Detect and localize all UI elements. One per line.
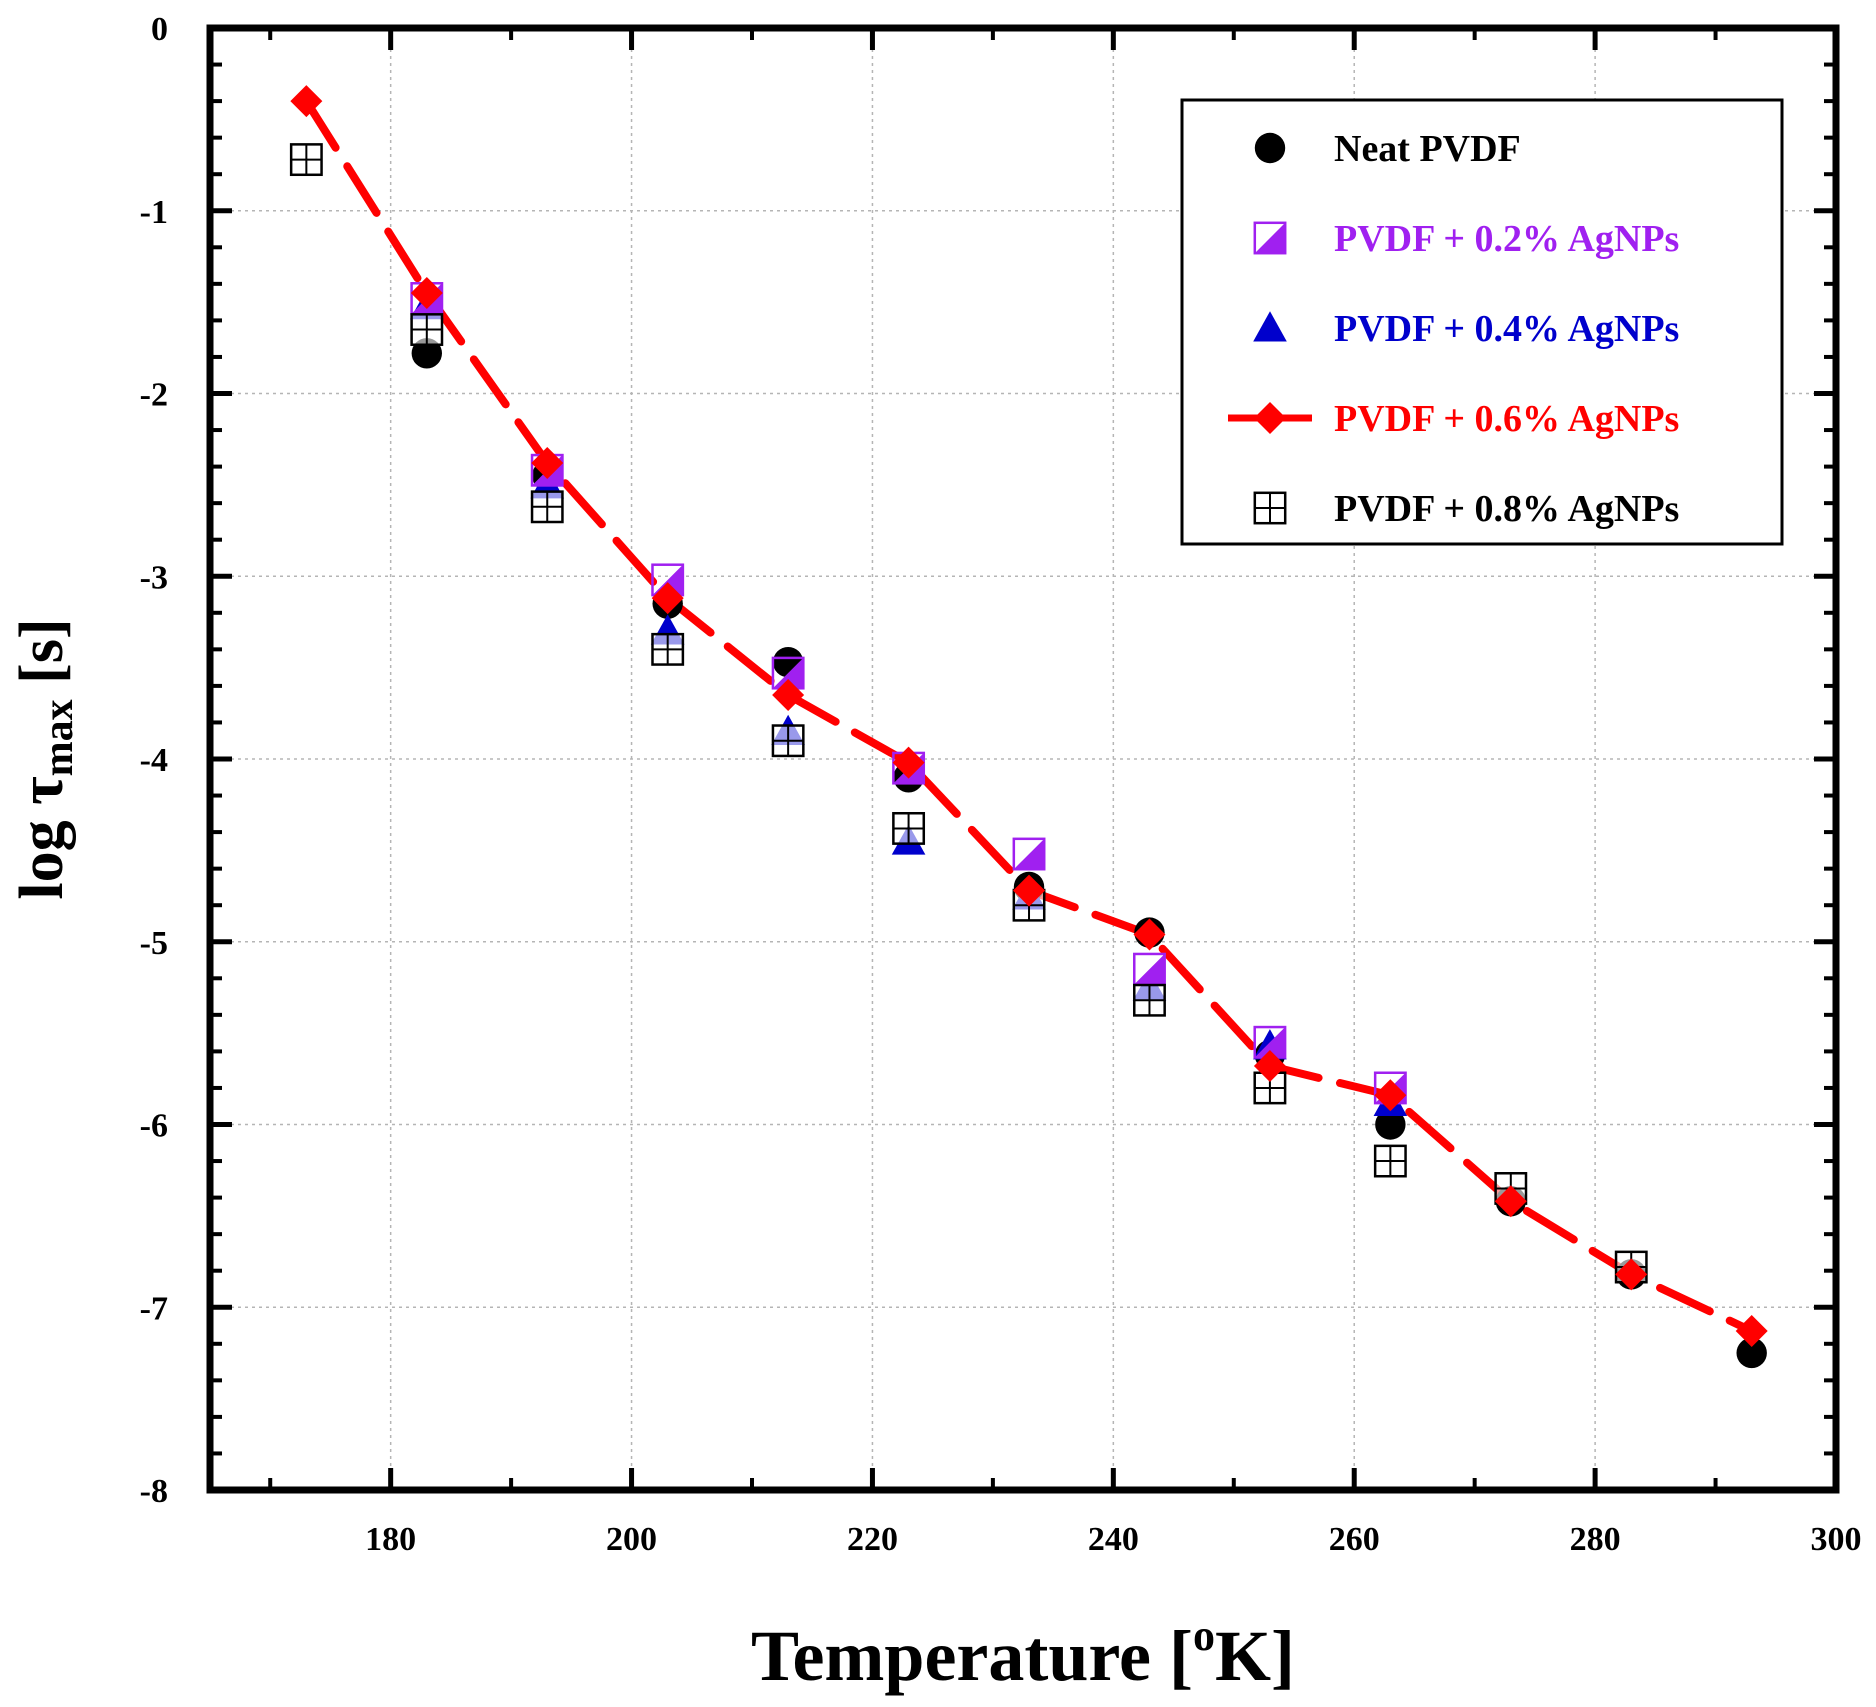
legend-marker xyxy=(1254,402,1286,434)
diamond-marker-shape xyxy=(651,582,684,615)
y-tick-label: -4 xyxy=(140,742,168,779)
legend-label: Neat PVDF xyxy=(1334,128,1521,170)
legend-box xyxy=(1180,98,1784,546)
half-square-fill xyxy=(1013,838,1045,870)
diamond-marker-shape xyxy=(1253,1050,1286,1083)
series-3-point xyxy=(892,746,925,779)
x-tick-label: 280 xyxy=(1570,1521,1621,1558)
series-3-point xyxy=(1494,1185,1527,1218)
legend-item: PVDF + 0.6% AgNPs xyxy=(1228,398,1679,440)
y-tick-label: -5 xyxy=(140,925,168,962)
legend-label: PVDF + 0.8% AgNPs xyxy=(1334,488,1679,530)
legend-marker xyxy=(1253,491,1287,525)
x-tick-label: 200 xyxy=(606,1521,657,1558)
data-points-layer xyxy=(289,85,1768,1369)
legend-label: PVDF + 0.6% AgNPs xyxy=(1334,398,1679,440)
half-square-fill xyxy=(1254,222,1286,254)
diamond-marker-shape xyxy=(1615,1258,1648,1291)
x-tick-label: 300 xyxy=(1811,1521,1862,1558)
half-square-fill xyxy=(411,283,442,314)
series-4-point xyxy=(410,313,444,346)
x-tick-label: 180 xyxy=(365,1521,416,1558)
legend-label: PVDF + 0.4% AgNPs xyxy=(1334,308,1679,350)
legend-marker xyxy=(1253,311,1287,342)
y-tick-label: -7 xyxy=(140,1290,168,1327)
half-square-outline xyxy=(1012,837,1046,871)
diamond-marker-shape xyxy=(531,446,564,479)
series-3-point xyxy=(1615,1258,1648,1291)
series-3-point xyxy=(290,85,323,118)
series-3-point xyxy=(1374,1079,1407,1112)
diamond-marker-shape xyxy=(410,276,443,309)
legend-marker xyxy=(1254,132,1286,164)
axis-ticks xyxy=(210,25,1839,1493)
series-1-point xyxy=(1012,837,1046,871)
y-tick-label: -6 xyxy=(140,1108,168,1145)
x-tick-label: 220 xyxy=(847,1521,898,1558)
circle-marker-shape xyxy=(1375,1109,1406,1140)
diamond-marker-shape xyxy=(1735,1315,1768,1348)
diamond-marker-shape xyxy=(1133,918,1166,951)
series-3-point xyxy=(772,679,805,712)
legend-item: Neat PVDF xyxy=(1254,128,1521,170)
series-3-point xyxy=(1253,1050,1286,1083)
legend-marker xyxy=(1253,221,1287,255)
y-tick-label: -3 xyxy=(140,559,168,596)
series-4-point xyxy=(651,632,685,666)
legend: Neat PVDF PVDF + 0.2% AgNPs PVDF + 0.4% Ag… xyxy=(1180,98,1784,546)
diamond-marker-shape xyxy=(290,85,323,118)
triangle-marker-shape xyxy=(1253,311,1287,342)
y-tick-label: -1 xyxy=(140,194,168,231)
diamond-marker-shape xyxy=(1013,874,1046,907)
grid-lines xyxy=(210,28,1836,1490)
half-square-fill xyxy=(772,657,804,689)
circle-marker-shape xyxy=(1736,1337,1767,1369)
circle-marker-shape xyxy=(1254,132,1286,164)
diamond-marker-shape xyxy=(892,746,925,779)
series-4-point xyxy=(771,724,805,758)
y-tick-label: -8 xyxy=(140,1473,168,1510)
series-0-point xyxy=(1375,1109,1406,1140)
legend-item: PVDF + 0.8% AgNPs xyxy=(1253,488,1679,530)
diamond-marker-shape xyxy=(1494,1185,1527,1218)
series-4-point xyxy=(530,490,564,524)
series-4-point xyxy=(289,143,323,177)
series-4-point xyxy=(1373,1144,1407,1178)
tick-labels: 180 200 220 240 260 280 300 0 -1 -2 -3 -4 -5 -6 -7 -8 xyxy=(140,11,1862,1558)
series-3-point xyxy=(1735,1315,1768,1348)
y-tick-label: -2 xyxy=(140,377,168,414)
series-3-point xyxy=(410,276,443,309)
series-1-point xyxy=(1133,952,1166,986)
x-tick-label: 260 xyxy=(1329,1521,1380,1558)
half-square-fill xyxy=(1134,953,1165,985)
series-4-point xyxy=(892,811,926,845)
y-axis-title: log τmax [s] xyxy=(8,618,82,899)
legend-label: PVDF + 0.2% AgNPs xyxy=(1334,218,1679,260)
half-square-fill xyxy=(893,752,924,784)
legend-item: PVDF + 0.4% AgNPs xyxy=(1253,308,1679,350)
series-4-point xyxy=(1133,983,1166,1017)
series-0-point xyxy=(1736,1337,1767,1369)
series-3-point xyxy=(1133,918,1166,951)
legend-item: PVDF + 0.2% AgNPs xyxy=(1253,218,1679,260)
series-3-point xyxy=(531,446,564,479)
half-square-fill xyxy=(652,564,683,596)
series-3-point xyxy=(651,582,684,615)
half-square-outline xyxy=(1253,221,1287,255)
diamond-marker-shape xyxy=(1374,1079,1407,1112)
half-square-fill xyxy=(1254,1027,1286,1058)
x-axis-title: Temperature [oK] xyxy=(751,1611,1295,1696)
y-tick-label: 0 xyxy=(151,11,168,48)
series-3-point xyxy=(1013,874,1046,907)
diamond-marker-shape xyxy=(772,679,805,712)
x-tick-label: 240 xyxy=(1088,1521,1139,1558)
diamond-marker-shape xyxy=(1254,402,1286,434)
